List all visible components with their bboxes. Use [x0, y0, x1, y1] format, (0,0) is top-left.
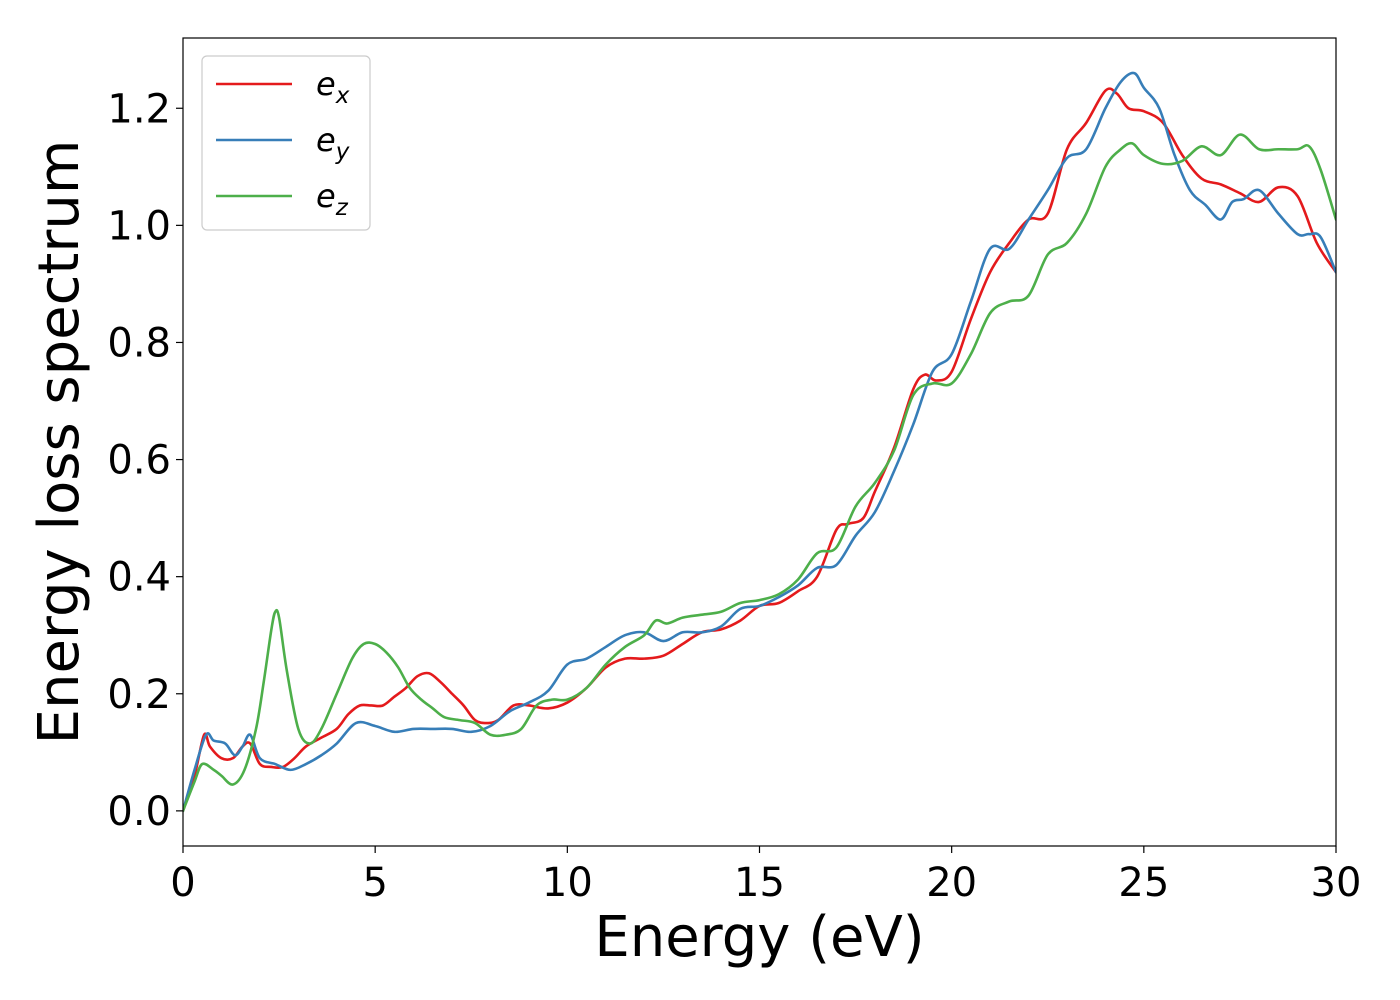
legend-label-base: e	[316, 65, 336, 103]
legend-label-subscript: y	[335, 139, 350, 165]
x-tick-label: 15	[734, 860, 785, 906]
y-tick-label: 0.4	[107, 555, 171, 601]
x-tick-label: 10	[542, 860, 593, 906]
legend-box	[201, 55, 371, 231]
legend-label-base: e	[316, 121, 336, 159]
x-tick-label: 30	[1311, 860, 1362, 906]
y-tick-label: 1.0	[107, 203, 171, 249]
legend-entry-ey: ey	[316, 121, 350, 165]
legend-label-subscript: x	[335, 83, 350, 109]
series-line-ez	[183, 133, 1336, 813]
y-tick-label: 0.0	[107, 789, 171, 835]
y-tick-label: 1.2	[107, 86, 171, 132]
y-tick-label: 0.6	[107, 438, 171, 484]
y-axis-label: Energy loss spectrum	[27, 140, 92, 745]
x-axis-ticks: 0 5 10 15 20 25 30	[170, 846, 1361, 906]
y-tick-label: 0.8	[107, 320, 171, 366]
x-tick-label: 0	[170, 860, 195, 906]
series-layer	[183, 71, 1336, 813]
legend-entry-ex: ex	[316, 65, 350, 109]
x-axis-label: Energy (eV)	[594, 905, 924, 970]
y-axis-ticks: 0.0 0.2 0.4 0.6 0.8 1.0 1.2	[107, 86, 183, 835]
series-line-ey	[183, 71, 1336, 813]
legend-label-subscript: z	[335, 195, 349, 221]
legend-label-base: e	[316, 177, 336, 215]
x-tick-label: 5	[362, 860, 387, 906]
legend-entry-ez: ez	[316, 177, 349, 221]
x-tick-label: 25	[1118, 860, 1169, 906]
y-tick-label: 0.2	[107, 672, 171, 718]
x-tick-label: 20	[926, 860, 977, 906]
